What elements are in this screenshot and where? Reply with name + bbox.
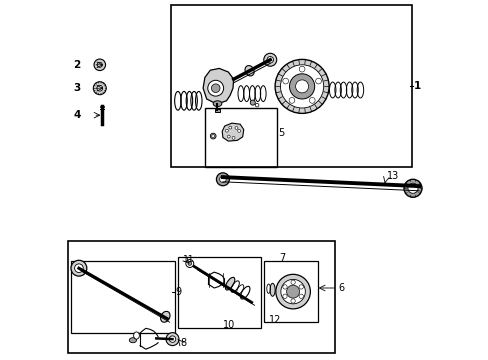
- Text: 10: 10: [223, 320, 235, 330]
- Bar: [263, 261, 318, 322]
- Circle shape: [169, 336, 175, 342]
- Bar: [71, 261, 175, 333]
- Circle shape: [299, 66, 305, 72]
- Circle shape: [403, 179, 421, 197]
- Circle shape: [275, 274, 310, 309]
- Circle shape: [166, 333, 179, 346]
- Circle shape: [255, 103, 258, 107]
- Circle shape: [280, 65, 323, 108]
- Circle shape: [315, 78, 321, 84]
- Ellipse shape: [129, 338, 136, 343]
- Polygon shape: [222, 123, 244, 141]
- Circle shape: [97, 62, 102, 67]
- Ellipse shape: [160, 311, 170, 322]
- Ellipse shape: [225, 277, 234, 290]
- Circle shape: [282, 285, 286, 289]
- Circle shape: [75, 264, 83, 273]
- Circle shape: [299, 285, 303, 289]
- Circle shape: [216, 173, 229, 186]
- Ellipse shape: [133, 332, 139, 339]
- Text: 1: 1: [413, 81, 420, 91]
- Circle shape: [290, 280, 295, 284]
- Circle shape: [228, 126, 231, 129]
- Circle shape: [232, 136, 235, 139]
- Text: 4: 4: [73, 110, 81, 120]
- Ellipse shape: [263, 53, 276, 66]
- Text: 11: 11: [182, 256, 194, 264]
- Circle shape: [282, 78, 288, 84]
- Ellipse shape: [244, 66, 254, 76]
- Circle shape: [207, 80, 223, 96]
- Circle shape: [290, 299, 295, 303]
- Text: 8: 8: [180, 338, 186, 348]
- Polygon shape: [203, 68, 233, 103]
- Text: 13: 13: [386, 171, 398, 181]
- Bar: [68, 241, 334, 353]
- Bar: [215, 109, 220, 112]
- Circle shape: [237, 130, 240, 132]
- Circle shape: [288, 98, 294, 103]
- Circle shape: [94, 59, 105, 71]
- Circle shape: [219, 176, 225, 183]
- Bar: [204, 108, 276, 167]
- Circle shape: [299, 294, 303, 298]
- Circle shape: [235, 126, 238, 129]
- Bar: [170, 5, 411, 167]
- Circle shape: [275, 59, 328, 113]
- Circle shape: [210, 133, 216, 139]
- Circle shape: [282, 294, 286, 298]
- Ellipse shape: [213, 101, 222, 107]
- Circle shape: [97, 85, 102, 91]
- Text: 12: 12: [269, 315, 281, 325]
- Text: 6: 6: [337, 283, 344, 293]
- Circle shape: [187, 262, 191, 265]
- Circle shape: [185, 260, 193, 267]
- Text: 5: 5: [277, 128, 284, 138]
- Circle shape: [309, 98, 314, 103]
- Circle shape: [286, 285, 299, 298]
- Ellipse shape: [269, 283, 275, 296]
- Circle shape: [211, 135, 214, 138]
- Circle shape: [250, 100, 255, 105]
- Circle shape: [295, 80, 308, 93]
- Circle shape: [93, 82, 106, 95]
- Bar: [178, 257, 260, 328]
- Circle shape: [227, 135, 230, 138]
- Circle shape: [407, 183, 417, 193]
- Circle shape: [225, 129, 228, 132]
- Text: 2: 2: [73, 60, 81, 70]
- Circle shape: [71, 260, 87, 276]
- Text: 9: 9: [175, 287, 181, 297]
- Text: 7: 7: [279, 253, 285, 263]
- Text: 3: 3: [73, 83, 81, 93]
- Circle shape: [266, 57, 273, 63]
- Circle shape: [280, 279, 305, 304]
- Circle shape: [211, 84, 220, 93]
- Circle shape: [289, 74, 314, 99]
